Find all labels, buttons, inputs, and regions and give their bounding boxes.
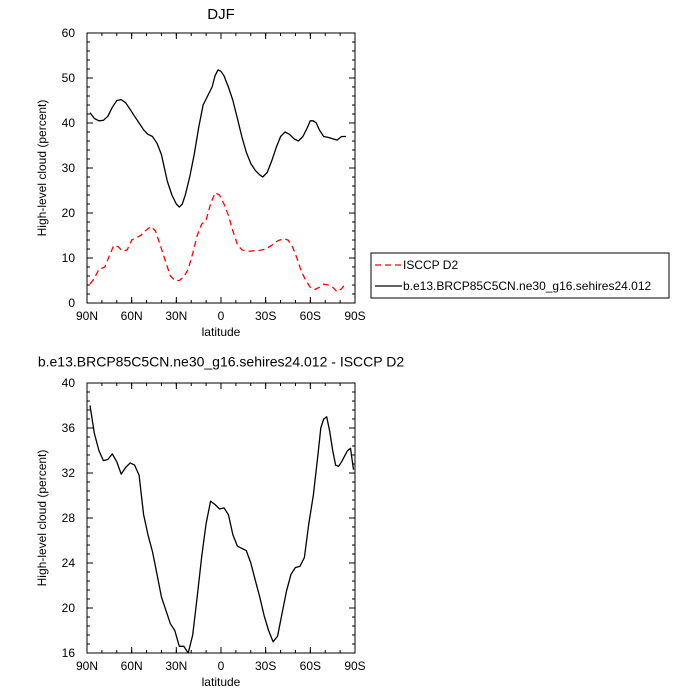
x-axis-label: latitude [202, 325, 241, 339]
legend-label-1: b.e13.BRCP85C5CN.ne30_g16.sehires24.012 [403, 279, 651, 293]
x-tick-label: 30S [255, 309, 276, 323]
y-tick-label: 40 [62, 376, 76, 390]
x-tick-label: 90N [76, 309, 98, 323]
series-line-0 [89, 192, 347, 293]
x-tick-label: 30N [165, 309, 187, 323]
y-tick-label: 20 [62, 206, 76, 220]
y-tick-label: 28 [62, 511, 76, 525]
y-tick-label: 20 [62, 601, 76, 615]
y-tick-label: 24 [62, 556, 76, 570]
x-tick-label: 90S [344, 659, 365, 673]
y-tick-label: 32 [62, 466, 76, 480]
series-line-1 [89, 69, 347, 208]
bottom-panel: b.e13.BRCP85C5CN.ne30_g16.sehires24.012 … [35, 354, 404, 689]
legend-label-0: ISCCP D2 [403, 258, 458, 272]
plot-frame [86, 32, 356, 304]
x-tick-label: 90N [76, 659, 98, 673]
y-tick-label: 30 [62, 161, 76, 175]
plot-frame [86, 382, 356, 654]
y-tick-label: 40 [62, 116, 76, 130]
legend-box [370, 252, 670, 299]
y-tick-label: 50 [62, 71, 76, 85]
y-tick-label: 60 [62, 26, 76, 40]
x-axis-label: latitude [202, 675, 241, 689]
y-tick-label: 16 [62, 646, 76, 660]
series-line-0 [89, 405, 355, 653]
x-tick-label: 0 [218, 309, 225, 323]
x-tick-label: 0 [218, 659, 225, 673]
y-tick-label: 36 [62, 421, 76, 435]
x-tick-label: 60S [300, 659, 321, 673]
x-tick-label: 60N [121, 659, 143, 673]
y-axis-label: High-level cloud (percent) [35, 100, 49, 237]
chart-title: DJF [207, 6, 235, 23]
y-tick-label: 10 [62, 251, 76, 265]
x-tick-label: 30N [165, 659, 187, 673]
y-tick-label: 0 [68, 296, 75, 310]
x-tick-label: 60S [300, 309, 321, 323]
x-tick-label: 90S [344, 309, 365, 323]
chart-title: b.e13.BRCP85C5CN.ne30_g16.sehires24.012 … [38, 354, 405, 370]
y-axis-label: High-level cloud (percent) [35, 450, 49, 587]
x-tick-label: 60N [121, 309, 143, 323]
x-tick-label: 30S [255, 659, 276, 673]
top-panel: DJF 90N 60N 30N 0 30S 60S 90S 0 10 20 30 40 50 60 latit… [35, 6, 670, 339]
